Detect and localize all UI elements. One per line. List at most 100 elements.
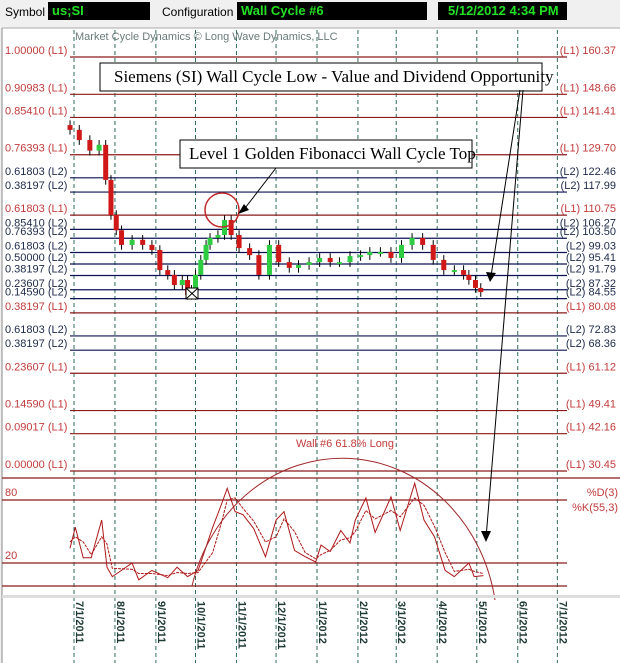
candle-body (347, 256, 353, 263)
top-annotation-box (179, 139, 473, 169)
level-price-label: (L2) 117.99 (561, 180, 616, 192)
top-highlight-circle (204, 192, 240, 228)
title-annotation-box (99, 62, 543, 92)
candle-body (430, 244, 436, 260)
candle-body (296, 264, 302, 268)
candle-body (327, 257, 333, 263)
level-ratio-label: 1.00000 (L1) (5, 45, 67, 57)
x-tick-label: 2/1/2012 (357, 601, 369, 644)
x-tick-label: 9/1/2011 (155, 601, 167, 643)
percent-k-legend: %K(55,3) (572, 502, 618, 514)
axis-separator (2, 595, 620, 598)
candle-body (306, 262, 312, 265)
level-ratio-label: 0.00000 (L1) (5, 459, 67, 471)
candle-body (409, 237, 415, 245)
x-axis: 7/1/2011 8/1/2011 9/1/2011 10/1/2011 11/1/20… (73, 601, 568, 649)
level-price-label: (L1) 49.41 (566, 399, 616, 411)
candle-body (108, 179, 114, 215)
level-ratio-label: 0.76393 (L2) (5, 226, 67, 238)
level-ratio-label: 0.61803 (L2) (5, 240, 67, 252)
candle-body (198, 259, 204, 275)
x-tick-label: 5/1/2012 (476, 601, 488, 644)
candle-body (247, 248, 253, 256)
level-ratio-label: 0.85410 (L2) (5, 217, 67, 229)
candle-body (103, 144, 109, 180)
wall-arc-label: Wall #6 61.8% Long (296, 438, 394, 450)
candle-body (367, 251, 373, 256)
vertical-gridlines (73, 30, 558, 663)
candle-body (228, 220, 234, 236)
level-price-label: (L2) 99.03 (566, 240, 616, 252)
configuration-label: Configuration (162, 5, 234, 19)
candle-body (192, 274, 198, 290)
level-ratio-label: 0.38197 (L2) (5, 264, 67, 276)
level-price-label: (L1) 110.75 (561, 203, 616, 215)
stochastic-panel: 80 20 %D(3) %K(55,3) (2, 481, 618, 587)
candle-body (266, 244, 272, 275)
level-ratio-label: 0.76393 (L1) (5, 143, 67, 155)
x-tick-label: 1/1/2012 (316, 601, 328, 644)
level-price-label: (L1) 80.08 (566, 301, 616, 313)
level-price-label: (L1) 42.16 (566, 422, 616, 434)
candle-body (215, 235, 221, 238)
level-ratio-label: 0.38197 (L2) (5, 338, 67, 350)
level-ratio-label: 0.14590 (L1) (5, 399, 67, 411)
level-price-label: (L2) 106.27 (560, 217, 616, 229)
level-price-label: (L2) 103.50 (560, 226, 616, 238)
cycle-arrow-head-icon (481, 531, 491, 542)
top-annotation: Level 1 Golden Fibonacci Wall Cycle Top (189, 144, 476, 163)
candle-body (149, 244, 155, 251)
percent-k-line (69, 481, 484, 581)
x-tick-label: 7/1/2012 (556, 601, 568, 644)
configuration-field[interactable]: Wall Cycle #6 (237, 2, 427, 20)
watermark: Market Cycle Dynamics © Long Wave Dynami… (75, 31, 338, 43)
level-price-label: (L1) 141.41 (560, 105, 616, 117)
candle-body (461, 270, 467, 275)
level-ratio-label: 0.09017 (L1) (5, 422, 67, 434)
x-tick-label: 12/1/2011 (275, 601, 287, 649)
candle-body (336, 262, 342, 265)
level-price-label: (L2) 72.83 (566, 324, 616, 336)
level-price-label: (L2) 68.36 (566, 338, 616, 350)
x-tick-label: 8/1/2011 (114, 601, 126, 643)
level-ratio-label: 0.61803 (L2) (5, 324, 67, 336)
datetime-display: 5/12/2012 4:34 PM (438, 2, 567, 20)
x-tick-label: 6/1/2012 (517, 601, 529, 644)
x-tick-label: 3/1/2012 (395, 601, 407, 644)
level-price-label: (L2) 91.79 (566, 264, 616, 276)
x-tick-label: 7/1/2011 (73, 601, 85, 643)
candle-body (256, 255, 262, 275)
x-tick-label: 4/1/2012 (436, 601, 448, 644)
level-price-label: (L2) 95.41 (566, 252, 616, 264)
x-tick-label: 11/1/2011 (235, 601, 247, 649)
candle-body (441, 259, 447, 271)
level-ratio-label: 0.85410 (L1) (5, 105, 67, 117)
level-price-label: (L1) 160.37 (560, 45, 616, 57)
candle-body (286, 262, 292, 268)
candle-body (466, 274, 472, 280)
level-price-label: (L2) 87.32 (566, 278, 616, 290)
percent-d-line (69, 497, 484, 577)
low-arrow-line (490, 89, 521, 277)
top-arrow-head-icon (238, 204, 249, 214)
candle-body (96, 144, 102, 151)
candle-body (420, 237, 426, 245)
fibonacci-levels: 1.00000 (L1) (L1) 160.37 0.90983 (L1) (L1) … (5, 45, 616, 472)
title-annotation: Siemens (SI) Wall Cycle Low - Value and … (114, 67, 554, 86)
level-price-label: (L1) 129.70 (560, 143, 616, 155)
candle-body (171, 274, 177, 286)
candle-body (388, 251, 394, 258)
top-arrow-line (241, 167, 277, 213)
level-ratio-label: 0.61803 (L2) (5, 166, 67, 178)
level-price-label: (L1) 30.45 (566, 459, 616, 471)
candle-body (399, 244, 405, 258)
oscillator-80-label: 80 (5, 487, 17, 499)
oscillator-20-label: 20 (5, 550, 17, 562)
price-candles (67, 120, 484, 300)
level-price-label: (L1) 61.12 (566, 361, 616, 373)
symbol-field[interactable]: us;SI (48, 2, 150, 20)
chart-background (2, 28, 620, 663)
candle-body (140, 239, 146, 245)
candle-body (129, 239, 135, 245)
